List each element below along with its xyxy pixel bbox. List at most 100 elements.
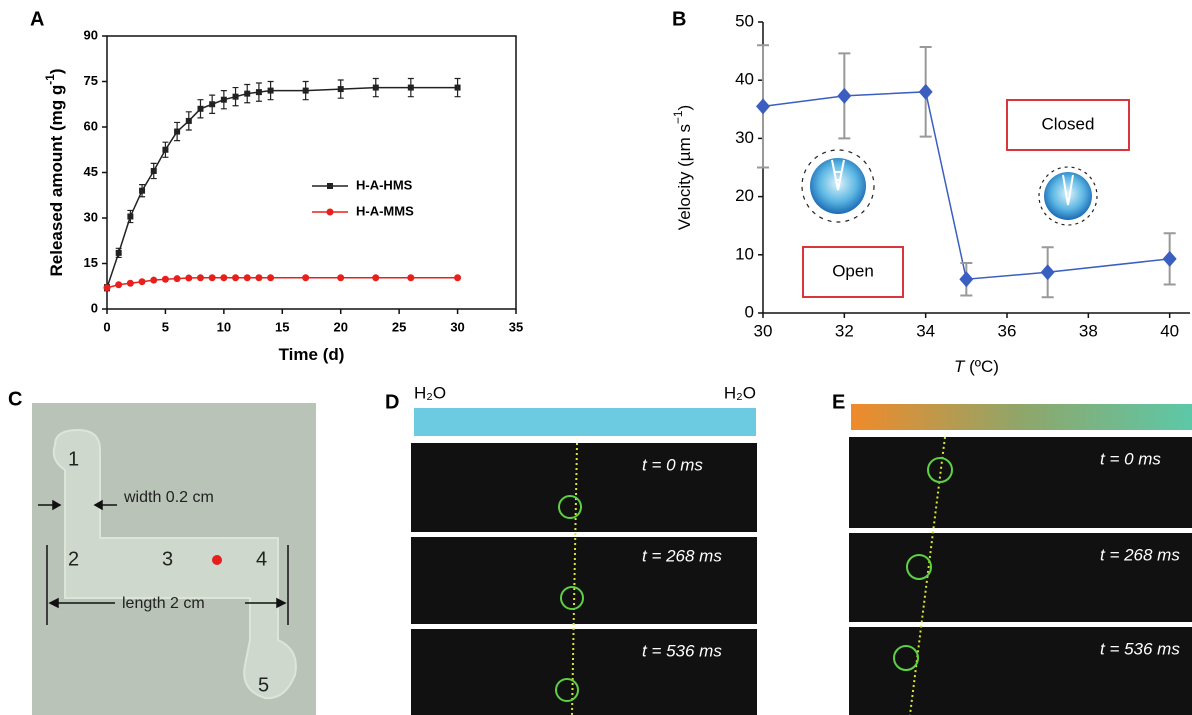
closed-particle — [1038, 166, 1098, 226]
x-axis-label: T (ºC) — [954, 357, 999, 376]
length-label: length 2 cm — [122, 595, 205, 612]
x-axis-label: Time (d) — [279, 345, 345, 364]
time-label: t = 0 ms — [642, 455, 703, 474]
marker — [255, 89, 262, 96]
marker — [1162, 250, 1177, 267]
y-tick-label: 30 — [84, 209, 98, 224]
dot — [212, 555, 222, 565]
marker — [232, 93, 239, 100]
marker — [174, 128, 181, 135]
marker — [302, 274, 310, 282]
marker — [454, 84, 461, 91]
legend-marker — [326, 208, 334, 216]
x-tick-label: 10 — [217, 319, 231, 334]
y-tick-label: 40 — [735, 70, 754, 89]
marker — [161, 275, 169, 283]
marker — [959, 271, 974, 288]
marker — [372, 274, 380, 282]
marker — [126, 279, 134, 287]
y-tick-label: 75 — [84, 73, 98, 88]
x-tick-label: 40 — [1160, 321, 1179, 340]
marker — [407, 84, 414, 91]
y-tick-label: 10 — [735, 244, 754, 263]
solution-label: H₂O — [724, 383, 756, 402]
time-label: t = 536 ms — [642, 641, 722, 660]
annotation-box — [1006, 99, 1130, 151]
series-line — [106, 86, 458, 289]
panel-label: E — [832, 391, 845, 413]
x-tick-label: 0 — [103, 319, 110, 334]
width-label: width 0.2 cm — [123, 489, 214, 506]
marker — [220, 96, 227, 103]
panel-label: B — [672, 8, 686, 30]
marker — [244, 90, 251, 97]
x-tick-label: 30 — [450, 319, 464, 334]
marker — [138, 278, 146, 286]
annotation: Closed — [1042, 114, 1095, 133]
marker — [756, 98, 770, 115]
x-label-text: Time (d) — [279, 345, 345, 364]
time-label: t = 536 ms — [1100, 639, 1180, 658]
marker — [407, 274, 415, 282]
well-number: 3 — [162, 548, 173, 570]
x-tick-label: 5 — [162, 319, 169, 334]
y-tick-label: 50 — [735, 11, 754, 30]
annotation-box — [802, 246, 904, 298]
series-line — [106, 277, 458, 289]
marker — [337, 274, 345, 282]
frames — [849, 436, 1192, 715]
y-label-sup: −1 — [671, 110, 685, 124]
y-tick-label: 15 — [84, 255, 98, 270]
y-tick-label: 45 — [84, 164, 98, 179]
annotation: Open — [832, 261, 874, 280]
marker — [220, 274, 228, 282]
marker — [209, 101, 216, 108]
y-tick-label: 30 — [735, 128, 754, 147]
marker — [162, 146, 169, 153]
marker — [185, 117, 192, 124]
marker — [173, 275, 181, 283]
frames — [411, 442, 757, 715]
time-label: t = 268 ms — [642, 546, 722, 565]
solution-label: H₂O — [414, 383, 446, 402]
marker — [208, 274, 216, 282]
marker — [454, 274, 462, 282]
legend-label: H-A-MMS — [356, 203, 414, 218]
panel-label: D — [385, 391, 399, 413]
series-line — [762, 91, 1170, 281]
marker — [267, 274, 275, 282]
legend-marker — [327, 183, 333, 189]
marker — [243, 274, 251, 282]
panel-label: C — [8, 388, 22, 410]
marker — [139, 187, 146, 194]
marker — [837, 87, 852, 104]
solution-bar — [414, 408, 756, 436]
panel-label: A — [30, 8, 44, 30]
legend-label: H-A-HMS — [356, 177, 413, 192]
x-label-var: T — [954, 357, 966, 376]
x-tick-label: 35 — [509, 319, 523, 334]
marker — [150, 167, 157, 174]
y-label-text: Velocity (µm s — [675, 124, 694, 230]
x-tick-label: 20 — [333, 319, 347, 334]
marker — [918, 83, 933, 100]
marker — [255, 274, 263, 282]
x-tick-label: 38 — [1079, 321, 1098, 340]
x-tick-label: 15 — [275, 319, 289, 334]
marker — [232, 274, 240, 282]
marker — [197, 105, 204, 112]
open-particle — [801, 149, 875, 223]
y-tick-label: 60 — [84, 118, 98, 133]
x-tick-label: 34 — [916, 321, 935, 340]
marker — [115, 249, 122, 256]
time-label: t = 0 ms — [1100, 449, 1161, 468]
marker — [150, 276, 158, 284]
well-number: 1 — [68, 448, 79, 470]
y-label-tail: ) — [47, 68, 66, 74]
x-tick-label: 32 — [835, 321, 854, 340]
y-axis-label: Released amount (mg g-1) — [43, 68, 66, 276]
x-tick-label: 25 — [392, 319, 406, 334]
channel — [52, 428, 297, 700]
x-tick-label: 36 — [998, 321, 1017, 340]
marker — [127, 213, 134, 220]
